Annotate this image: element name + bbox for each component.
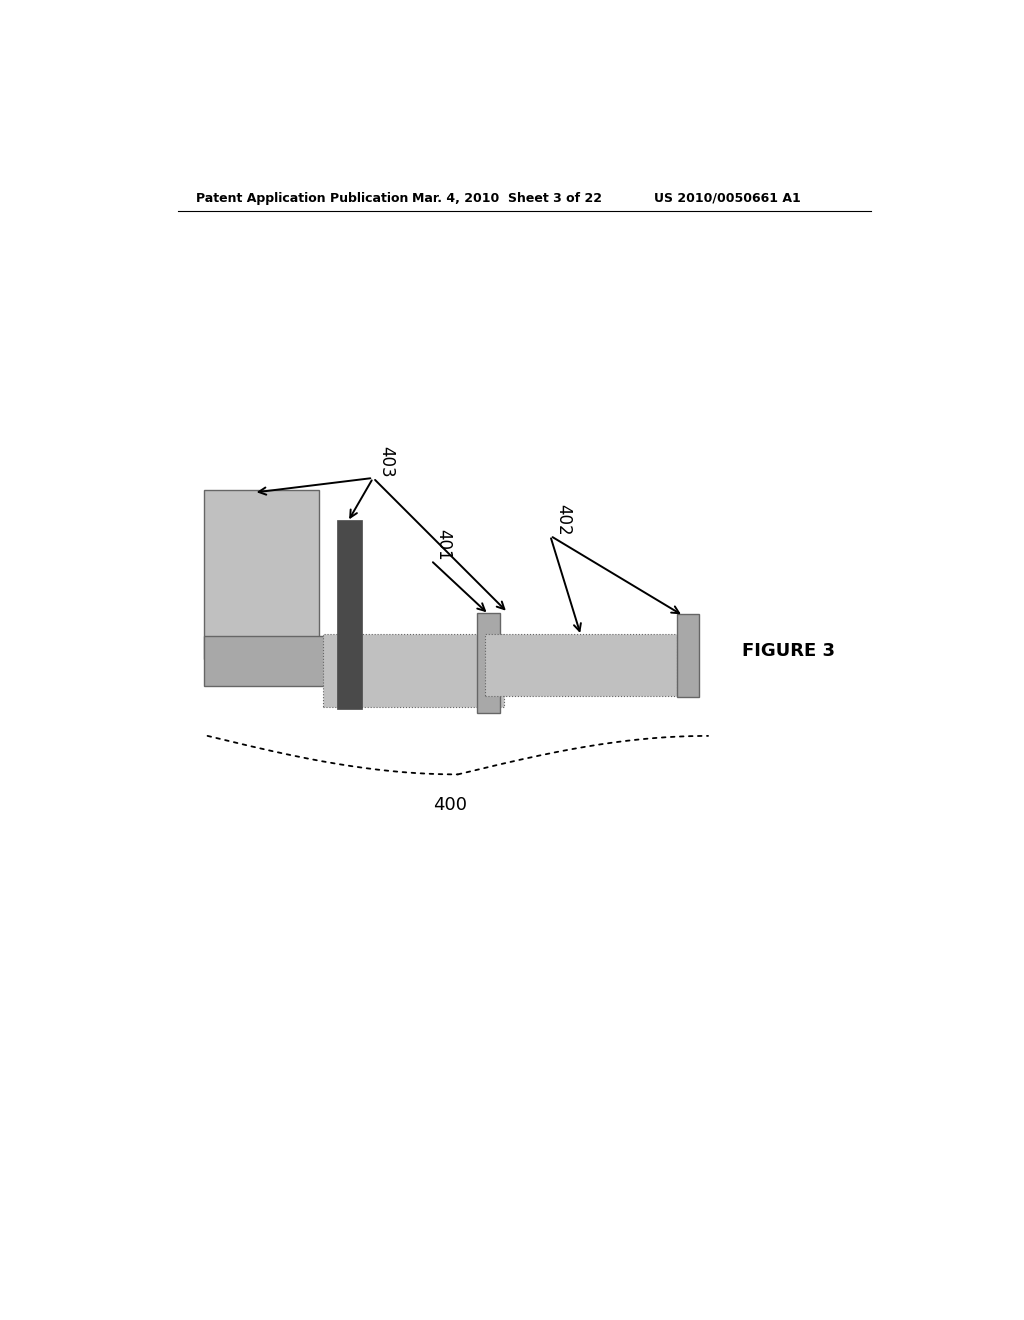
Text: FIGURE 3: FIGURE 3: [742, 643, 836, 660]
Bar: [477, 612, 500, 713]
Text: 403: 403: [377, 446, 395, 478]
Text: 401: 401: [435, 529, 453, 561]
Text: 400: 400: [433, 796, 467, 814]
Bar: [204, 490, 319, 659]
Bar: [323, 635, 504, 708]
Text: Patent Application Publication: Patent Application Publication: [196, 191, 409, 205]
Text: 402: 402: [554, 504, 572, 536]
Text: US 2010/0050661 A1: US 2010/0050661 A1: [654, 191, 801, 205]
Bar: [337, 520, 361, 709]
Bar: [677, 614, 698, 697]
Text: Mar. 4, 2010  Sheet 3 of 22: Mar. 4, 2010 Sheet 3 of 22: [412, 191, 602, 205]
Bar: [204, 636, 339, 686]
Bar: [484, 635, 677, 696]
